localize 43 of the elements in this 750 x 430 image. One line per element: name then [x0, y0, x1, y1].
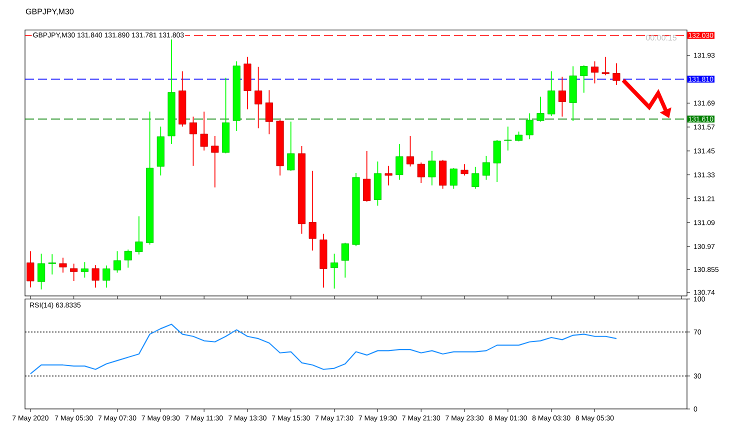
candlestick: [428, 150, 436, 186]
candlestick: [526, 112, 534, 140]
candlestick: [493, 140, 501, 182]
candlestick: [59, 257, 67, 274]
candlestick: [330, 253, 338, 290]
candlestick: [504, 126, 512, 151]
chart-title: GBPJPY,M30: [26, 8, 74, 16]
candlestick: [70, 263, 78, 282]
candlestick: [92, 264, 100, 288]
candlestick: [38, 253, 46, 290]
candlestick: [602, 56, 610, 76]
candlestick: [211, 136, 219, 188]
candlestick: [341, 242, 349, 278]
candlestick: [558, 76, 566, 118]
candlestick: [189, 116, 197, 166]
candlestick: [384, 165, 392, 186]
candlestick: [417, 162, 425, 184]
candlestick: [26, 250, 34, 288]
candlestick: [515, 131, 523, 142]
candlestick: [102, 265, 110, 288]
candlestick: [536, 96, 544, 122]
candlestick: [396, 144, 404, 180]
candlestick: [363, 150, 371, 202]
candlestick: [48, 254, 56, 275]
candlestick: [460, 164, 468, 176]
candlestick: [590, 60, 599, 84]
candlestick: [80, 262, 88, 278]
candlestick: [254, 66, 262, 129]
candlestick: [200, 111, 208, 151]
candlestick: [135, 216, 143, 255]
candlestick: [482, 155, 490, 180]
candlestick: [265, 90, 273, 135]
candlestick: [124, 249, 132, 268]
candlestick: [612, 62, 620, 86]
candlestick: [548, 70, 556, 117]
annotation: 00:00:15: [646, 34, 676, 41]
candlestick: [287, 121, 295, 172]
candlestick: [580, 64, 588, 94]
candlestick: [406, 136, 414, 167]
candlestick: [113, 250, 122, 274]
candlestick: [472, 166, 480, 190]
candlestick: [450, 168, 458, 190]
candlestick: [308, 170, 316, 252]
